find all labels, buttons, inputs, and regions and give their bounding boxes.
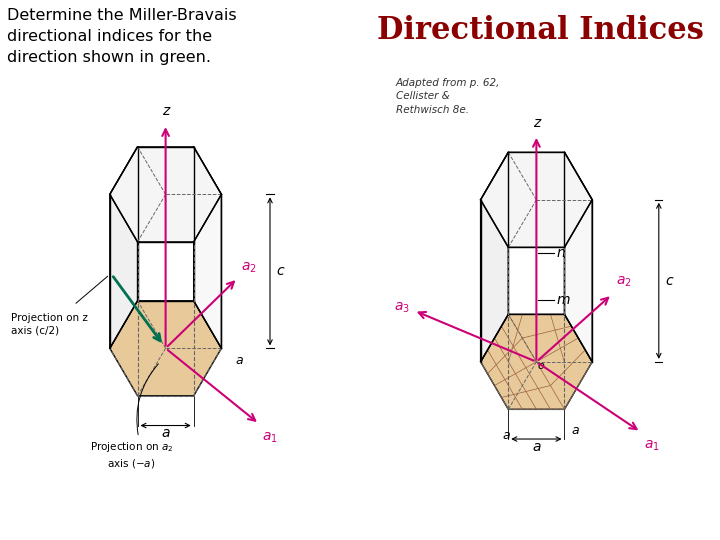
Polygon shape — [481, 152, 508, 362]
Text: $a_1$: $a_1$ — [262, 430, 278, 445]
Text: Adapted from p. 62,
Cellister &
Rethwisch 8e.: Adapted from p. 62, Cellister & Rethwisc… — [396, 78, 500, 114]
Polygon shape — [109, 301, 222, 396]
Polygon shape — [481, 152, 593, 247]
Text: a: a — [503, 429, 510, 442]
Text: Projection on $a_2$
axis $(-a)$: Projection on $a_2$ axis $(-a)$ — [90, 440, 173, 470]
Text: a: a — [161, 427, 170, 441]
Text: Directional Indices: Directional Indices — [377, 15, 703, 46]
Text: Projection on z
axis (c/2): Projection on z axis (c/2) — [11, 313, 88, 335]
Text: $a_2$: $a_2$ — [241, 261, 257, 275]
Text: $a_1$: $a_1$ — [644, 438, 660, 453]
Text: Determine the Miller-Bravais
directional indices for the
direction shown in gree: Determine the Miller-Bravais directional… — [7, 8, 237, 65]
Polygon shape — [109, 147, 138, 348]
Text: a: a — [572, 423, 579, 437]
Text: $a_2$: $a_2$ — [616, 274, 631, 289]
Text: $a_3$: $a_3$ — [394, 301, 410, 315]
Polygon shape — [564, 152, 593, 362]
Text: a: a — [236, 354, 243, 368]
Text: z: z — [162, 104, 169, 118]
Polygon shape — [481, 314, 593, 409]
Text: o: o — [537, 361, 544, 371]
Text: m: m — [557, 293, 570, 307]
Text: c: c — [665, 274, 673, 288]
Text: n: n — [557, 246, 565, 260]
Polygon shape — [109, 147, 222, 242]
Text: a: a — [532, 440, 541, 454]
Text: z: z — [533, 116, 540, 130]
Text: c: c — [276, 265, 284, 278]
Polygon shape — [194, 147, 222, 348]
